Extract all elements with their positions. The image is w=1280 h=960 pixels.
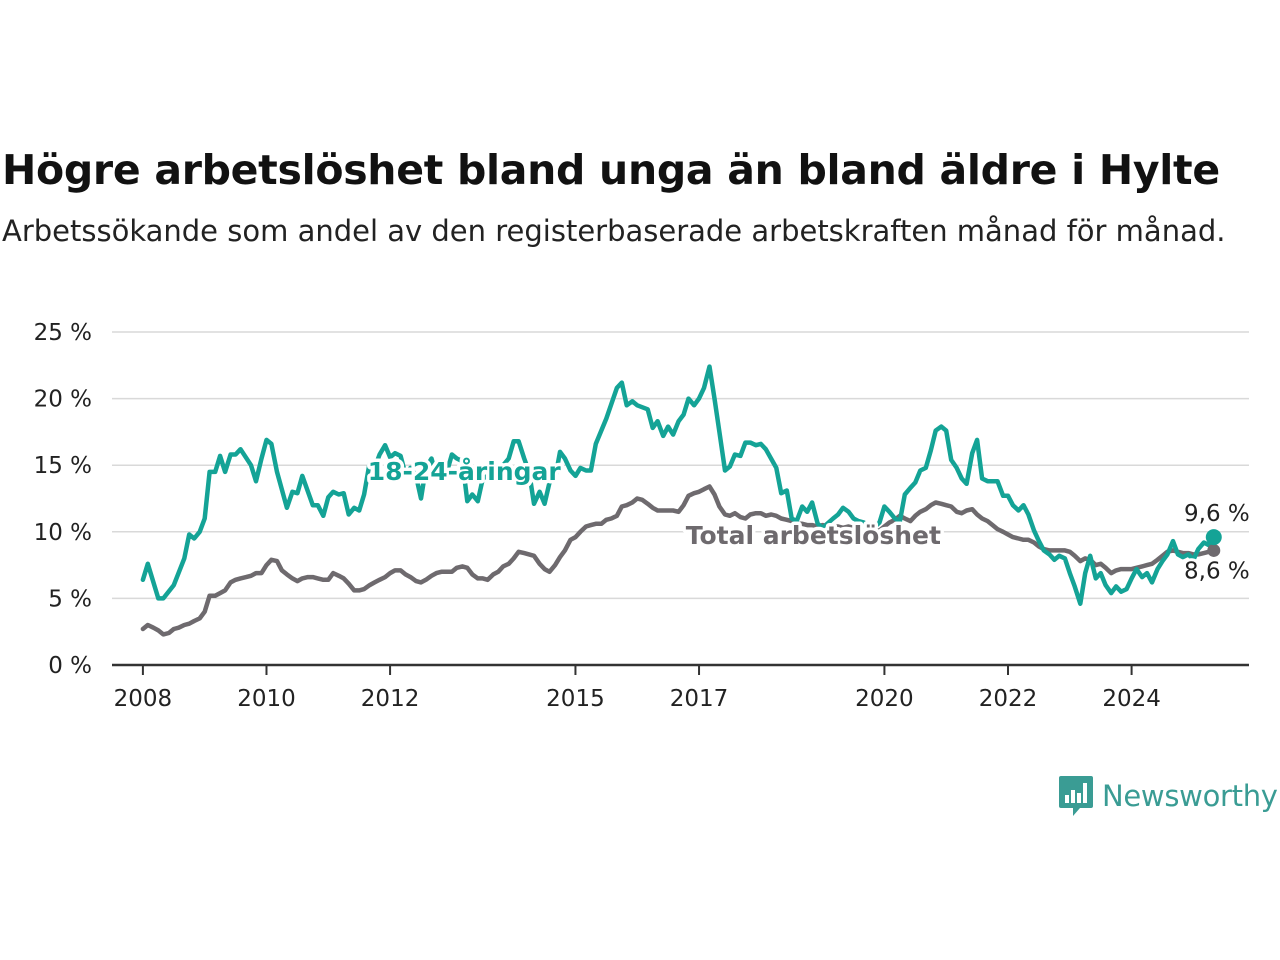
bar-chart-speech-bubble-icon — [1059, 776, 1093, 816]
x-tick-label: 2010 — [237, 686, 296, 712]
series-lines — [140, 364, 1222, 637]
y-tick-label: 10 % — [34, 520, 92, 546]
chart-title: Högre arbetslöshet bland unga än bland ä… — [2, 146, 1220, 194]
line-chart: 0 %5 %10 %15 %20 %25 % 2008 2010 2012 2015 2… — [34, 320, 1253, 712]
gridlines — [112, 331, 1249, 600]
series-line-total — [140, 484, 1217, 637]
chart-subtitle: Arbetssökande som andel av den registerb… — [2, 214, 1226, 248]
x-tick-label: 2012 — [361, 686, 420, 712]
end-point-18-24 — [1205, 529, 1222, 546]
series-label-18-24: 18-24-åringar — [368, 457, 562, 486]
x-tick-label: 2020 — [855, 686, 914, 712]
y-tick-label: 15 % — [34, 453, 92, 479]
y-tick-label: 0 % — [48, 653, 92, 679]
y-tick-label: 5 % — [48, 586, 92, 612]
x-axis: 2008 2010 2012 2015 2017 2020 2022 2024 — [112, 663, 1249, 712]
y-tick-label: 25 % — [34, 320, 92, 346]
brand-name: Newsworthy — [1102, 779, 1278, 813]
series-labels: 18-24-åringar Total arbetslöshet 9,6 % 8… — [364, 453, 1253, 587]
end-point-total — [1207, 543, 1221, 557]
x-tick-label: 2022 — [979, 686, 1038, 712]
series-label-total: Total arbetslöshet — [686, 521, 941, 550]
newsworthy-logo: Newsworthy — [1058, 774, 1278, 818]
x-tick-label: 2024 — [1102, 686, 1161, 712]
series-line-18-24 — [140, 364, 1217, 606]
end-value-label-18-24: 9,6 % — [1184, 501, 1250, 527]
y-tick-label: 20 % — [34, 387, 92, 413]
x-tick-label: 2015 — [546, 686, 605, 712]
y-axis: 0 % 5 % 10 % 15 % 20 % 25 % — [34, 320, 92, 679]
x-tick-label: 2017 — [670, 686, 729, 712]
end-value-label-total: 8,6 % — [1184, 558, 1250, 584]
x-tick-label: 2008 — [114, 686, 173, 712]
